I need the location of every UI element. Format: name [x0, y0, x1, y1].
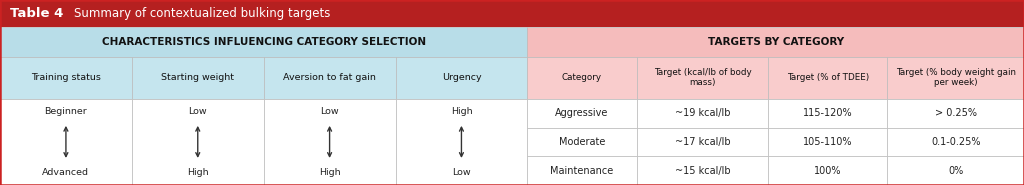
- Text: Low: Low: [188, 107, 207, 116]
- Bar: [132, 99, 264, 185]
- Text: Low: Low: [321, 107, 339, 116]
- Bar: [637, 99, 768, 127]
- Bar: [264, 99, 395, 185]
- Text: Aggressive: Aggressive: [555, 108, 608, 118]
- Text: 115-120%: 115-120%: [803, 108, 853, 118]
- Text: Training status: Training status: [31, 73, 100, 82]
- Bar: [768, 127, 888, 156]
- Bar: [527, 57, 637, 99]
- Text: Target (% of TDEE): Target (% of TDEE): [786, 73, 869, 82]
- Bar: [264, 57, 395, 99]
- Text: TARGETS BY CATEGORY: TARGETS BY CATEGORY: [708, 37, 844, 47]
- Text: CHARACTERISTICS INFLUENCING CATEGORY SELECTION: CHARACTERISTICS INFLUENCING CATEGORY SEL…: [101, 37, 426, 47]
- Text: 100%: 100%: [814, 166, 842, 176]
- Text: Moderate: Moderate: [559, 137, 605, 147]
- Bar: [888, 156, 1024, 185]
- Bar: [132, 57, 264, 99]
- Bar: [637, 127, 768, 156]
- Bar: [888, 127, 1024, 156]
- Text: High: High: [318, 168, 340, 176]
- Bar: [527, 99, 637, 127]
- Bar: [637, 57, 768, 99]
- Text: Urgency: Urgency: [441, 73, 481, 82]
- Bar: [888, 57, 1024, 99]
- Bar: [888, 99, 1024, 127]
- Text: ~19 kcal/lb: ~19 kcal/lb: [675, 108, 730, 118]
- Text: 0.1-0.25%: 0.1-0.25%: [931, 137, 980, 147]
- Text: > 0.25%: > 0.25%: [935, 108, 977, 118]
- Bar: [0, 0, 1024, 27]
- Bar: [768, 156, 888, 185]
- Bar: [395, 99, 527, 185]
- Bar: [0, 99, 132, 185]
- Bar: [637, 156, 768, 185]
- Text: Table 4: Table 4: [10, 7, 63, 20]
- Text: Aversion to fat gain: Aversion to fat gain: [284, 73, 376, 82]
- Text: High: High: [187, 168, 209, 176]
- Text: ~17 kcal/lb: ~17 kcal/lb: [675, 137, 730, 147]
- Text: 0%: 0%: [948, 166, 964, 176]
- Text: Target (% body weight gain
per week): Target (% body weight gain per week): [896, 68, 1016, 87]
- Bar: [527, 127, 637, 156]
- Bar: [527, 27, 1024, 57]
- Bar: [527, 156, 637, 185]
- Text: Summary of contextualized bulking targets: Summary of contextualized bulking target…: [74, 7, 330, 20]
- Text: High: High: [451, 107, 472, 116]
- Text: Starting weight: Starting weight: [161, 73, 234, 82]
- Text: Maintenance: Maintenance: [550, 166, 613, 176]
- Text: 105-110%: 105-110%: [803, 137, 853, 147]
- Bar: [0, 57, 132, 99]
- Text: Category: Category: [562, 73, 602, 82]
- Bar: [768, 99, 888, 127]
- Bar: [395, 57, 527, 99]
- Bar: [0, 27, 527, 57]
- Text: Advanced: Advanced: [42, 168, 89, 176]
- Text: Beginner: Beginner: [45, 107, 87, 116]
- Bar: [768, 57, 888, 99]
- Text: ~15 kcal/lb: ~15 kcal/lb: [675, 166, 730, 176]
- Text: Low: Low: [453, 168, 471, 176]
- Text: Target (kcal/lb of body
mass): Target (kcal/lb of body mass): [653, 68, 752, 87]
